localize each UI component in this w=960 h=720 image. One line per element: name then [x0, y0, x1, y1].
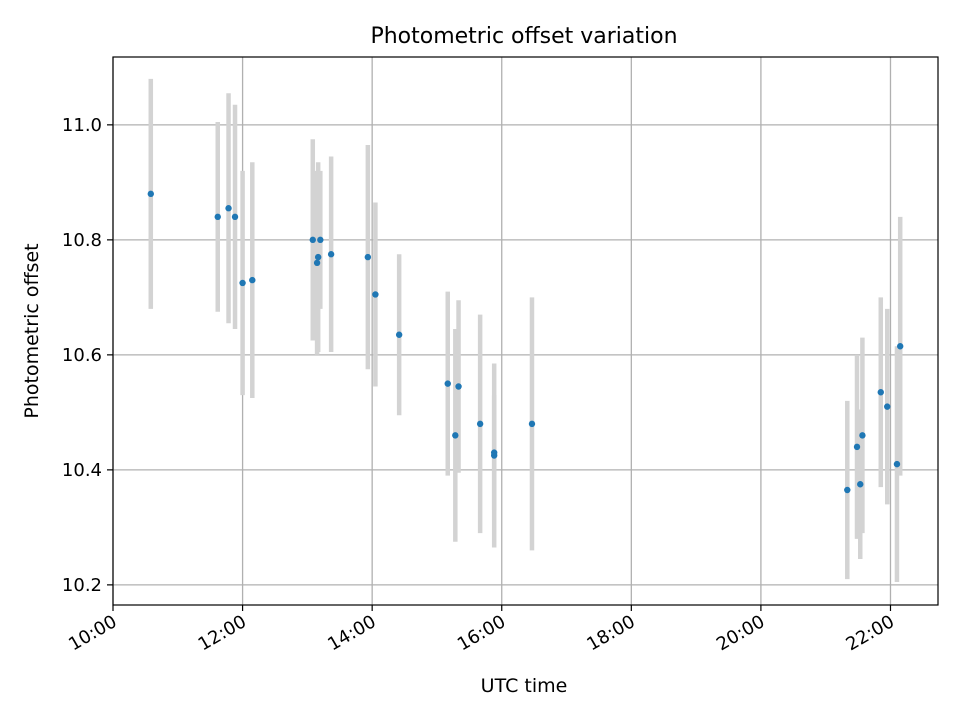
data-point — [857, 481, 864, 488]
data-point — [225, 205, 232, 212]
data-point — [452, 432, 459, 439]
point-layer — [147, 190, 904, 494]
errorbar-layer — [148, 78, 903, 582]
data-point — [249, 276, 256, 284]
y-tick-label: 10.2 — [62, 575, 102, 596]
data-point — [395, 331, 403, 338]
x-axis-label: UTC time — [481, 675, 568, 697]
x-tick-label: 20:00 — [713, 611, 768, 655]
data-point — [317, 236, 324, 244]
data-point — [455, 383, 462, 390]
y-tick-label: 11.0 — [62, 115, 102, 136]
x-tick-label: 14:00 — [324, 611, 379, 655]
data-point — [476, 420, 484, 428]
data-point — [231, 213, 239, 221]
data-point — [313, 259, 321, 267]
data-point — [147, 190, 154, 198]
data-point — [490, 449, 498, 456]
data-point — [859, 432, 866, 439]
data-point — [844, 486, 851, 494]
data-point — [444, 380, 451, 387]
y-tick-label: 10.6 — [62, 345, 102, 366]
x-tick-label: 12:00 — [195, 611, 250, 655]
data-point — [309, 236, 316, 244]
data-point — [897, 343, 904, 350]
x-tick-label: 18:00 — [583, 611, 638, 655]
data-point — [364, 253, 372, 261]
data-point — [239, 279, 246, 287]
data-point — [327, 251, 335, 258]
y-tick-label: 10.8 — [62, 230, 102, 251]
x-tick-label: 10:00 — [65, 611, 120, 655]
data-point — [214, 213, 221, 221]
x-tick-label: 22:00 — [843, 611, 898, 655]
chart-title: Photometric offset variation — [370, 24, 677, 49]
data-point — [853, 443, 861, 451]
plot-area-frame — [112, 56, 939, 606]
data-point — [372, 291, 379, 298]
x-tick-label: 16:00 — [454, 611, 509, 655]
data-point — [884, 403, 891, 410]
data-point — [314, 253, 322, 261]
data-point — [528, 420, 536, 428]
data-point — [893, 460, 901, 468]
data-point — [877, 389, 884, 396]
y-tick-label: 10.4 — [62, 460, 102, 481]
y-axis-label: Photometric offset — [21, 243, 43, 418]
